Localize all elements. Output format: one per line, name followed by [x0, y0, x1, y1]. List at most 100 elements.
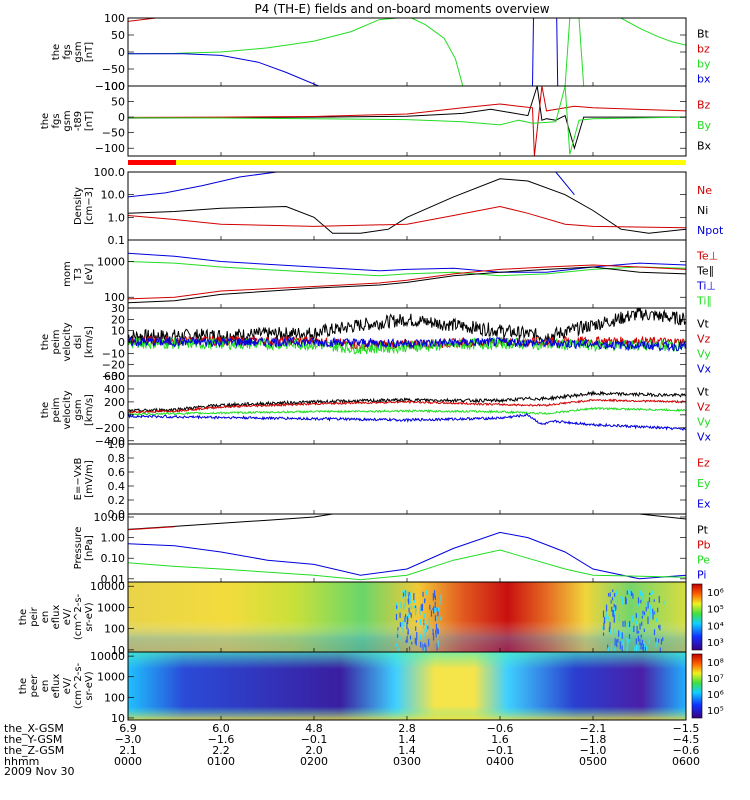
panel-fgs2: 100 50 0 −50 −100 Bz By Bx the fgs gsm -t89 [nT] — [40, 80, 712, 157]
series-line — [639, 514, 686, 520]
y-tick-label: 0 — [118, 409, 125, 422]
y-axis-label: [nT] — [84, 42, 95, 62]
y-axis-label: velocity — [62, 390, 73, 429]
y-axis-label: [cm−3] — [84, 187, 95, 225]
x-tick-label: 2.0 — [305, 744, 323, 757]
x-tick-label: 1.6 — [491, 733, 509, 746]
y-tick-label: 10000 — [90, 580, 125, 593]
plot-title: P4 (TH-E) fields and on-board moments ov… — [254, 2, 549, 16]
y-tick-label: 50 — [111, 29, 125, 42]
series-group — [128, 252, 686, 304]
series-line — [128, 172, 277, 198]
y-tick-label: 1.0 — [108, 211, 126, 224]
panel-spec_el: 10⁸ 10⁷ 10⁶ 10⁵ 10000 1000 100 10 the peer en eflux… — [18, 650, 724, 725]
legend-label: Pe — [697, 554, 710, 567]
y-axis-label: peim — [51, 397, 62, 422]
legend-label: Vt — [697, 318, 710, 331]
series-line — [128, 86, 686, 155]
y-tick-label: −30 — [102, 370, 125, 383]
y-tick-label: 0 — [118, 111, 125, 124]
y-tick-label: 100.0 — [94, 166, 126, 179]
series-line — [128, 514, 333, 530]
x-tick-label: 0100 — [207, 755, 235, 768]
y-tick-label: 0.8 — [108, 452, 126, 465]
status-bar-red — [128, 160, 176, 165]
y-tick-label: 200 — [104, 396, 125, 409]
series-line — [556, 18, 559, 86]
x-tick-label: −1.6 — [208, 733, 235, 746]
series-line — [128, 266, 686, 304]
x-tick-label: 0300 — [393, 755, 421, 768]
x-tick-label: 6.0 — [212, 722, 230, 735]
x-tick-label: 1.4 — [398, 733, 416, 746]
y-axis-label: T3 — [73, 268, 84, 281]
y-tick-label: 10000 — [90, 650, 125, 663]
y-tick-label: 1000 — [97, 671, 125, 684]
y-tick-label: 20 — [111, 313, 125, 326]
legend-label: Ni — [697, 204, 708, 217]
legend-label: Te⊥ — [696, 250, 718, 263]
y-tick-label: −400 — [95, 435, 125, 448]
series-line — [128, 264, 686, 300]
y-axis-label: peir — [29, 606, 40, 626]
y-axis-label: velocity — [62, 322, 73, 361]
series-line — [128, 531, 686, 580]
panel-spec_ion: 10⁶ 10⁵ 10⁴ 10³ 10000 1000 100 10 the peir en eflux… — [18, 580, 724, 657]
y-axis-label: [nPa] — [84, 535, 95, 561]
series-group — [128, 18, 686, 86]
y-tick-label: 1.00 — [101, 532, 126, 545]
y-tick-label: 10 — [111, 325, 125, 338]
series-line — [564, 18, 571, 86]
y-axis-label: eflux — [51, 605, 62, 630]
y-axis-label: en — [40, 611, 51, 624]
y-axis-label: Pressure — [73, 527, 84, 570]
series-line — [128, 252, 686, 273]
legend-label: Vx — [697, 431, 712, 444]
y-axis-label: the — [40, 402, 51, 418]
x-tick-label: −0.6 — [673, 744, 700, 757]
y-axis-label: [km/s] — [84, 394, 95, 426]
panel-density: 100.0 10.0 1.0 0.1 Ne Ni Npot Density [cm−3] — [73, 166, 724, 247]
y-axis-label: the — [18, 609, 29, 625]
y-tick-label: 400 — [104, 383, 125, 396]
legend-label: by — [697, 58, 711, 71]
y-axis-label: [mV/m] — [84, 460, 95, 498]
spectrogram-shade — [128, 652, 686, 720]
legend-label: bz — [697, 43, 710, 56]
legend-label: Vx — [697, 363, 712, 376]
y-tick-label: 600 — [104, 370, 125, 383]
y-tick-label: 100 — [104, 291, 125, 304]
y-tick-label: 0.6 — [108, 466, 126, 479]
x-tick-label: −0.1 — [301, 733, 328, 746]
x-tick-label: 2.8 — [398, 722, 416, 735]
y-tick-label: 100 — [104, 691, 125, 704]
y-tick-label: 100 — [104, 12, 125, 25]
colorbar-tick: 10⁶ — [707, 690, 724, 701]
y-tick-label: 0.01 — [101, 573, 126, 586]
y-axis-label: (cm^2-s- — [73, 662, 84, 709]
colorbar — [691, 583, 703, 651]
legend-label: Vz — [697, 333, 711, 346]
series-line — [128, 526, 175, 531]
series-line — [411, 18, 464, 86]
legend-label: bx — [697, 73, 711, 86]
y-axis-label: eV/ — [62, 608, 73, 625]
legend-label: Bx — [697, 140, 712, 153]
y-axis-label: sr-eV) — [84, 671, 95, 700]
date-label: 2009 Nov 30 — [4, 765, 74, 778]
series-line — [128, 308, 686, 344]
y-tick-label: 1.0 — [108, 438, 126, 451]
colorbar-tick: 10⁸ — [707, 658, 724, 669]
y-tick-label: 100 — [104, 623, 125, 636]
y-tick-label: 0.1 — [108, 234, 126, 247]
series-line — [620, 18, 686, 46]
series-line — [128, 18, 156, 22]
y-tick-label: 10 — [111, 644, 125, 657]
legend-label: Npot — [697, 224, 724, 237]
legend-label: Ne — [697, 184, 712, 197]
panel-frame — [127, 85, 687, 157]
legend-label: Vy — [697, 348, 711, 361]
x-tick-label: 0000 — [114, 755, 142, 768]
legend-label: Ey — [697, 477, 711, 490]
series-line — [128, 53, 319, 86]
